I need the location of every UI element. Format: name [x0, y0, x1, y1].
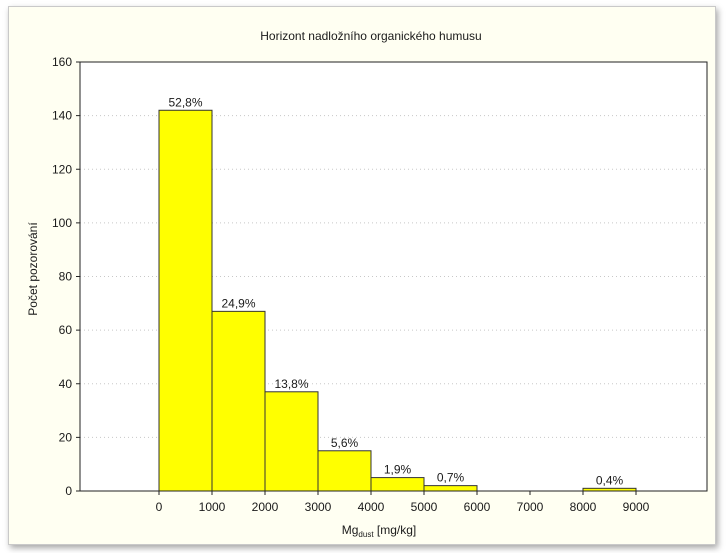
- x-axis-label-main: Mg: [342, 523, 359, 537]
- y-axis-label: Počet pozorování: [26, 222, 40, 316]
- bar-percent-label: 52,8%: [168, 95, 202, 109]
- y-tick-label: 60: [59, 323, 73, 337]
- y-tick-label: 140: [52, 109, 72, 123]
- histogram-bar: [423, 485, 478, 492]
- y-tick-label: 100: [52, 216, 72, 230]
- x-tick-label: 8000: [570, 500, 597, 514]
- y-tick-label: 0: [65, 484, 72, 498]
- y-tick-label: 40: [59, 377, 73, 391]
- y-tick-label: 160: [52, 55, 72, 69]
- histogram-bar: [158, 109, 213, 492]
- histogram-bar: [370, 477, 425, 492]
- bar-percent-label: 0,7%: [437, 471, 465, 485]
- y-tick-label: 80: [59, 270, 73, 284]
- x-tick-label: 7000: [517, 500, 544, 514]
- x-tick-label: 1000: [199, 500, 226, 514]
- x-tick-label: 5000: [411, 500, 438, 514]
- x-tick-label: 3000: [305, 500, 332, 514]
- bar-percent-label: 24,9%: [221, 296, 255, 310]
- chart-frame: Horizont nadložního organického humusu P…: [8, 6, 716, 545]
- x-tick-label: 4000: [358, 500, 385, 514]
- histogram-bar: [317, 450, 372, 492]
- bar-percent-label: 13,8%: [274, 377, 308, 391]
- chart-title: Horizont nadložního organického humusu: [260, 29, 481, 43]
- x-axis-label-unit: [mg/kg]: [377, 523, 416, 537]
- x-tick-label: 6000: [464, 500, 491, 514]
- bar-percent-label: 5,6%: [331, 436, 359, 450]
- x-axis-label: Mgdust [mg/kg]: [342, 523, 417, 539]
- y-tick-label: 120: [52, 162, 72, 176]
- y-tick-label: 20: [59, 430, 73, 444]
- x-tick-label: 2000: [252, 500, 279, 514]
- histogram-chart: Horizont nadložního organického humusu P…: [26, 29, 708, 539]
- x-tick-label: 9000: [623, 500, 650, 514]
- histogram-bar: [211, 310, 266, 492]
- plot-area: 52,8% 24,9% 13,8% 5,6% 1,9% 0,7% 0,4% 0 20 40 60 80…: [52, 55, 708, 514]
- bar-percent-label: 1,9%: [384, 463, 412, 477]
- x-tick-label: 0: [156, 500, 163, 514]
- bar-percent-label: 0,4%: [596, 473, 624, 487]
- histogram-bar: [264, 391, 319, 492]
- x-axis-label-sub: dust: [358, 530, 374, 539]
